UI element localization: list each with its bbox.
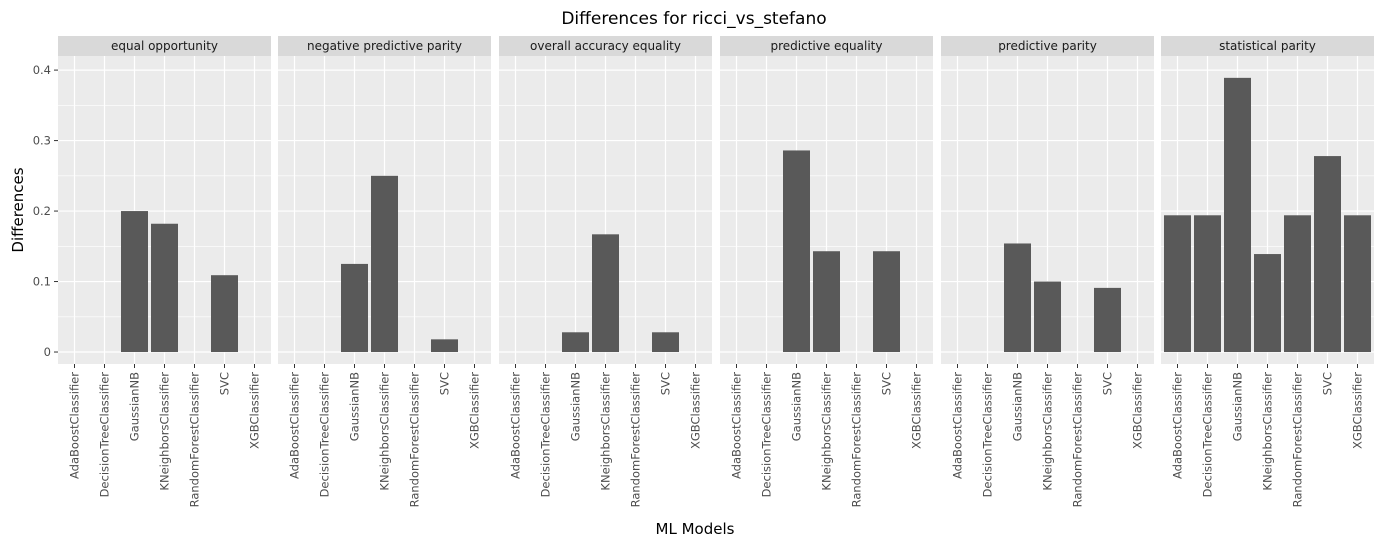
x-tick-label: DecisionTreeClassifier bbox=[981, 372, 995, 498]
facet-panel: negative predictive parity AdaBoostClassi… bbox=[278, 36, 491, 507]
x-tick-label: AdaBoostClassifier bbox=[68, 372, 82, 479]
x-tick-label: DecisionTreeClassifier bbox=[760, 372, 774, 498]
x-tick-label: AdaBoostClassifier bbox=[288, 372, 302, 479]
facet-strip-label: predictive parity bbox=[998, 39, 1097, 53]
x-tick-label: XGBClassifier bbox=[910, 372, 924, 449]
bar bbox=[371, 175, 398, 353]
x-tick-label: RandomForestClassifier bbox=[1071, 372, 1085, 508]
x-tick-label: AdaBoostClassifier bbox=[730, 372, 744, 479]
facet-panel: statistical parity AdaBoostClassifier Deci… bbox=[1161, 36, 1374, 507]
bar bbox=[652, 332, 679, 353]
x-tick-label: SVC bbox=[438, 372, 452, 395]
bar bbox=[1344, 215, 1371, 353]
facet-strip-label: statistical parity bbox=[1219, 39, 1316, 53]
bar bbox=[592, 234, 619, 353]
bar bbox=[1224, 77, 1251, 353]
x-tick-label: GaussianNB bbox=[790, 372, 804, 441]
x-tick-label: RandomForestClassifier bbox=[408, 372, 422, 508]
bar bbox=[211, 275, 238, 353]
x-tick-label: AdaBoostClassifier bbox=[1171, 372, 1185, 479]
facet-panels: equal opportunity AdaBoostClassifier Decis… bbox=[58, 36, 1374, 507]
facet-panel: predictive equality AdaBoostClassifier Dec… bbox=[720, 36, 933, 507]
x-tick-label: SVC bbox=[880, 372, 894, 395]
facet-strip-label: overall accuracy equality bbox=[530, 39, 681, 53]
facet-strip-label: negative predictive parity bbox=[307, 39, 462, 53]
facet-strip bbox=[720, 36, 933, 56]
x-tick-label: AdaBoostClassifier bbox=[509, 372, 523, 479]
x-tick-label: GaussianNB bbox=[348, 372, 362, 441]
x-tick-label: SVC bbox=[218, 372, 232, 395]
bar bbox=[1254, 254, 1281, 353]
x-tick-label: SVC bbox=[659, 372, 673, 395]
facet-strip bbox=[941, 36, 1154, 56]
x-tick-label: KNeighborsClassifier bbox=[1261, 372, 1275, 491]
x-tick-label: GaussianNB bbox=[569, 372, 583, 441]
bar bbox=[431, 339, 458, 353]
x-tick-label: XGBClassifier bbox=[248, 372, 262, 449]
x-tick-label: KNeighborsClassifier bbox=[599, 372, 613, 491]
bar bbox=[151, 223, 178, 353]
x-tick-label: SVC bbox=[1101, 372, 1115, 395]
x-tick-label: RandomForestClassifier bbox=[629, 372, 643, 508]
bar bbox=[1314, 156, 1341, 353]
bar bbox=[1194, 215, 1221, 353]
facet-strip bbox=[278, 36, 491, 56]
bar bbox=[1004, 243, 1031, 353]
bar bbox=[813, 251, 840, 353]
x-tick-label: RandomForestClassifier bbox=[1291, 372, 1305, 508]
bar bbox=[873, 251, 900, 353]
x-tick-label: XGBClassifier bbox=[468, 372, 482, 449]
facet-panel: equal opportunity AdaBoostClassifier Decis… bbox=[58, 36, 271, 507]
x-axis-title: ML Models bbox=[656, 520, 735, 538]
y-tick-label: 0.4 bbox=[33, 63, 51, 77]
x-tick-label: RandomForestClassifier bbox=[850, 372, 864, 508]
facet-strip bbox=[58, 36, 271, 56]
facet-strip-label: equal opportunity bbox=[111, 39, 218, 53]
x-tick-label: DecisionTreeClassifier bbox=[98, 372, 112, 498]
x-tick-label: XGBClassifier bbox=[1131, 372, 1145, 449]
facet-panel: predictive parity AdaBoostClassifier Decis… bbox=[941, 36, 1154, 507]
bar bbox=[1094, 287, 1121, 353]
bar bbox=[1164, 215, 1191, 353]
x-tick-label: GaussianNB bbox=[1011, 372, 1025, 441]
chart-title: Differences for ricci_vs_stefano bbox=[561, 9, 826, 29]
bar bbox=[562, 332, 589, 353]
x-tick-label: GaussianNB bbox=[1231, 372, 1245, 441]
x-tick-label: XGBClassifier bbox=[1351, 372, 1365, 449]
bar bbox=[783, 150, 810, 353]
x-tick-label: DecisionTreeClassifier bbox=[318, 372, 332, 498]
y-tick-label: 0 bbox=[44, 345, 51, 359]
x-tick-label: RandomForestClassifier bbox=[188, 372, 202, 508]
y-axis-title: Differences bbox=[9, 167, 27, 252]
y-axis: 0 0.1 0.2 0.3 0.4 bbox=[33, 63, 58, 359]
x-tick-label: DecisionTreeClassifier bbox=[539, 372, 553, 498]
x-tick-label: GaussianNB bbox=[128, 372, 142, 441]
x-tick-label: AdaBoostClassifier bbox=[951, 372, 965, 479]
y-tick-label: 0.3 bbox=[33, 134, 51, 148]
facet-strip-label: predictive equality bbox=[771, 39, 883, 53]
y-tick-label: 0.2 bbox=[33, 204, 51, 218]
y-tick-label: 0.1 bbox=[33, 275, 51, 289]
x-tick-label: KNeighborsClassifier bbox=[1041, 372, 1055, 491]
x-tick-label: KNeighborsClassifier bbox=[820, 372, 834, 491]
bar bbox=[1284, 215, 1311, 353]
x-tick-label: XGBClassifier bbox=[689, 372, 703, 449]
bar bbox=[1034, 281, 1061, 353]
facet-strip bbox=[1161, 36, 1374, 56]
x-tick-label: KNeighborsClassifier bbox=[158, 372, 172, 491]
facet-panel: overall accuracy equality AdaBoostClassif… bbox=[499, 36, 712, 507]
x-tick-label: DecisionTreeClassifier bbox=[1201, 372, 1215, 498]
x-tick-label: SVC bbox=[1321, 372, 1335, 395]
bar bbox=[121, 211, 148, 353]
x-tick-label: KNeighborsClassifier bbox=[378, 372, 392, 491]
facet-strip bbox=[499, 36, 712, 56]
bar bbox=[341, 263, 368, 353]
